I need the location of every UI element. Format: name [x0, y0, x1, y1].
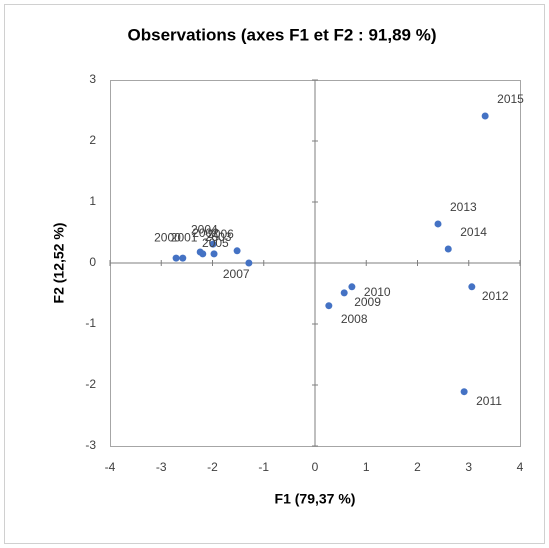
- x-tick-label: 0: [312, 460, 319, 474]
- point-label: 2013: [450, 200, 477, 214]
- point-label: 2000: [154, 230, 181, 244]
- point: [210, 250, 218, 258]
- y-tick-label: 1: [89, 194, 96, 208]
- x-tick-label: 4: [517, 460, 524, 474]
- point-label: 2011: [476, 394, 502, 408]
- point-label: 2008: [341, 312, 368, 326]
- x-axis-title: F1 (79,37 %): [275, 491, 356, 507]
- x-tick-label: 1: [363, 460, 370, 474]
- point: [233, 247, 241, 255]
- point: [348, 283, 356, 291]
- point-label: 2015: [497, 92, 524, 106]
- point-label: 2002: [192, 226, 219, 240]
- y-tick-label: 0: [89, 255, 96, 269]
- chart-border: [4, 4, 545, 544]
- point: [209, 240, 217, 248]
- point: [460, 388, 468, 396]
- point-label: 2014: [460, 225, 487, 239]
- point: [199, 250, 207, 258]
- point: [340, 289, 348, 297]
- point: [172, 254, 180, 262]
- point-label: 2010: [364, 285, 391, 299]
- x-tick-label: -1: [258, 460, 269, 474]
- point-label: 2006: [207, 227, 234, 241]
- point: [434, 220, 442, 228]
- y-tick-label: 2: [89, 133, 96, 147]
- point-label: 2004: [191, 222, 218, 236]
- point: [245, 259, 253, 267]
- point-label: 2012: [482, 289, 509, 303]
- point-label: 2007: [223, 267, 250, 281]
- x-tick-label: -2: [207, 460, 218, 474]
- point-label: 2009: [354, 295, 381, 309]
- x-tick-label: 2: [414, 460, 421, 474]
- y-tick-label: -3: [85, 438, 96, 452]
- point-label: 2003: [205, 230, 232, 244]
- y-tick-label: -2: [85, 377, 96, 391]
- y-tick-label: 3: [89, 72, 96, 86]
- y-axis-title: F2 (12,52 %): [51, 223, 67, 304]
- point-label: 2005: [202, 236, 229, 250]
- point: [481, 112, 489, 120]
- point: [325, 302, 333, 310]
- point: [444, 245, 452, 253]
- x-tick-label: 3: [465, 460, 472, 474]
- chart-title: Observations (axes F1 et F2 : 91,89 %): [128, 25, 437, 44]
- point: [179, 254, 187, 262]
- y-tick-label: -1: [85, 316, 96, 330]
- x-tick-label: -4: [105, 460, 116, 474]
- point: [468, 283, 476, 291]
- x-tick-label: -3: [156, 460, 167, 474]
- point-label: 2001: [171, 230, 198, 244]
